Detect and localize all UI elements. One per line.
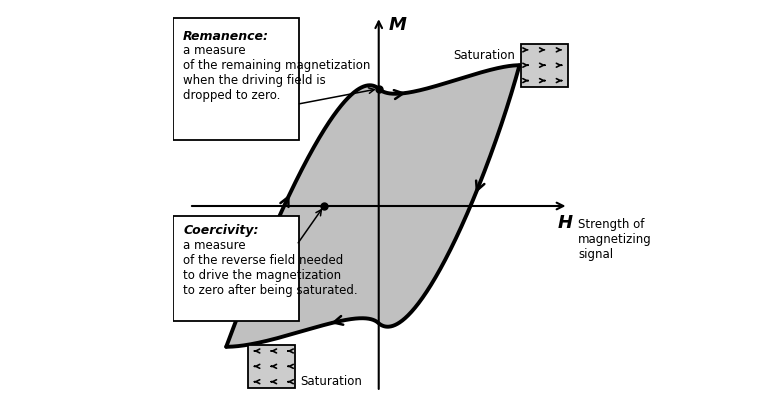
Text: a measure
of the remaining magnetization
when the driving field is
dropped to ze: a measure of the remaining magnetization… — [183, 44, 371, 102]
Text: M: M — [388, 16, 406, 34]
Polygon shape — [226, 65, 520, 347]
Text: Saturation: Saturation — [301, 375, 362, 389]
FancyBboxPatch shape — [173, 216, 298, 321]
Text: H: H — [557, 214, 573, 232]
Text: Coercivity:: Coercivity: — [183, 224, 259, 236]
Text: Saturation: Saturation — [454, 49, 516, 62]
Text: a measure
of the reverse field needed
to drive the magnetization
to zero after b: a measure of the reverse field needed to… — [183, 239, 358, 297]
Text: Remanence:: Remanence: — [183, 30, 269, 43]
FancyBboxPatch shape — [173, 18, 298, 140]
Bar — [521, 44, 569, 87]
Text: Strength of
magnetizing
signal: Strength of magnetizing signal — [578, 218, 652, 261]
Bar — [248, 345, 294, 388]
